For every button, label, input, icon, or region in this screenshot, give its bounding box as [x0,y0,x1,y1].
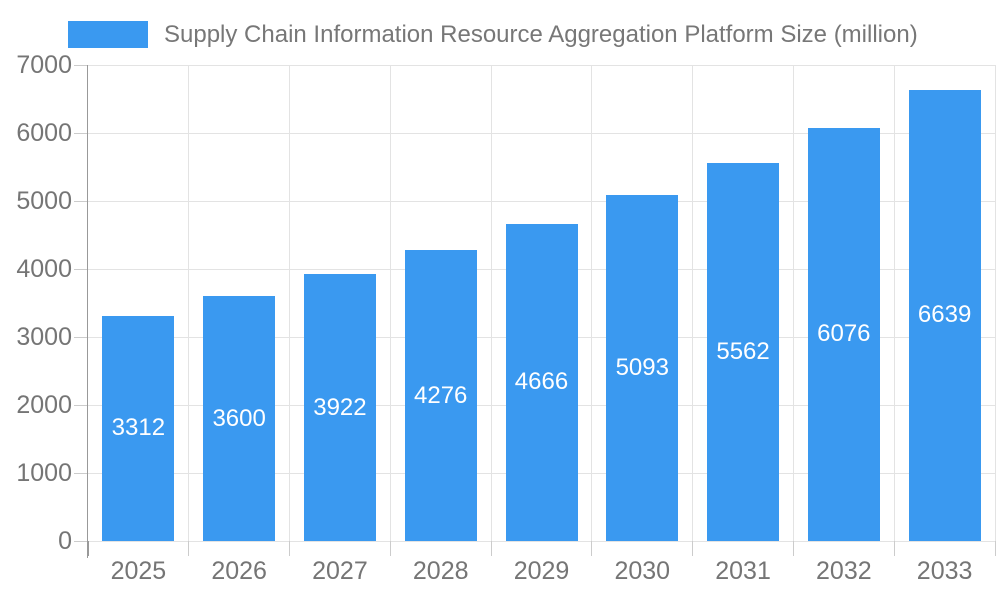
y-axis-label: 3000 [16,323,72,351]
y-axis-tick [74,472,88,474]
y-gridline [88,132,995,134]
plot-area: 0 1000 2000 3000 4000 5000 6000 7000 3312 2025 360… [16,52,996,584]
x-axis-tick [994,541,996,556]
legend-swatch-icon [68,21,148,48]
y-axis-tick [74,404,88,406]
x-axis-label: 2033 [916,557,973,585]
y-axis-label: 2000 [16,391,72,419]
bar [505,223,578,541]
x-gridline [692,65,694,541]
x-axis-label: 2031 [715,557,771,585]
y-axis-tick [74,200,88,202]
bar-value-label: 5093 [615,353,669,381]
x-axis-label: 2025 [110,557,167,585]
bar-value-label: 4276 [414,381,468,409]
x-gridline [389,65,391,541]
x-axis-tick [188,541,190,556]
x-axis-label: 2026 [211,557,267,585]
y-axis-tick [74,268,88,270]
bar-value-label: 6076 [817,320,871,348]
y-axis-label: 0 [58,527,72,555]
x-gridline [792,65,794,541]
bar-value-label: 3312 [111,414,166,442]
x-gridline [893,65,895,541]
x-axis-label: 2028 [412,557,469,585]
bar-value-label: 6639 [917,301,972,329]
x-axis-tick [389,541,391,556]
bar [807,127,880,541]
y-axis-label: 6000 [16,119,72,147]
x-gridline [994,65,996,541]
x-axis-label: 2032 [816,557,872,585]
x-gridline [490,65,492,541]
bar [404,250,477,541]
y-gridline [88,200,995,202]
y-axis-tick [74,64,88,66]
bar-value-label: 4666 [514,368,569,396]
x-gridline [188,65,190,541]
x-axis-tick [591,541,593,556]
bar [203,296,276,541]
bar [303,274,376,541]
x-axis-tick [87,541,89,556]
x-gridline [591,65,593,541]
bar [102,315,175,541]
bar-value-label: 5562 [716,337,770,365]
x-axis-tick [893,541,895,556]
bar [908,89,981,541]
chart-legend: Supply Chain Information Resource Aggreg… [68,21,918,48]
x-axis-label: 2029 [513,557,570,585]
chart-title: Supply Chain Information Resource Aggreg… [164,21,918,48]
bar [606,194,679,541]
x-axis-tick [490,541,492,556]
y-axis-label: 7000 [16,51,72,79]
y-axis-label: 5000 [16,187,72,215]
x-gridline [289,65,291,541]
x-axis-tick [289,541,291,556]
y-axis-label: 4000 [16,255,72,283]
x-axis-label: 2027 [312,557,368,585]
y-axis-label: 1000 [16,459,72,487]
bar-value-label: 3922 [313,393,367,421]
y-axis-tick [74,540,88,542]
bar [707,162,780,541]
y-axis-tick [74,336,88,338]
y-axis-tick [74,132,88,134]
x-axis-tick [792,541,794,556]
y-gridline [88,540,995,542]
y-gridline [88,64,995,66]
x-axis-label: 2030 [614,557,671,585]
bar-value-label: 3600 [212,404,266,432]
x-axis-tick [692,541,694,556]
y-axis-line [87,65,88,558]
